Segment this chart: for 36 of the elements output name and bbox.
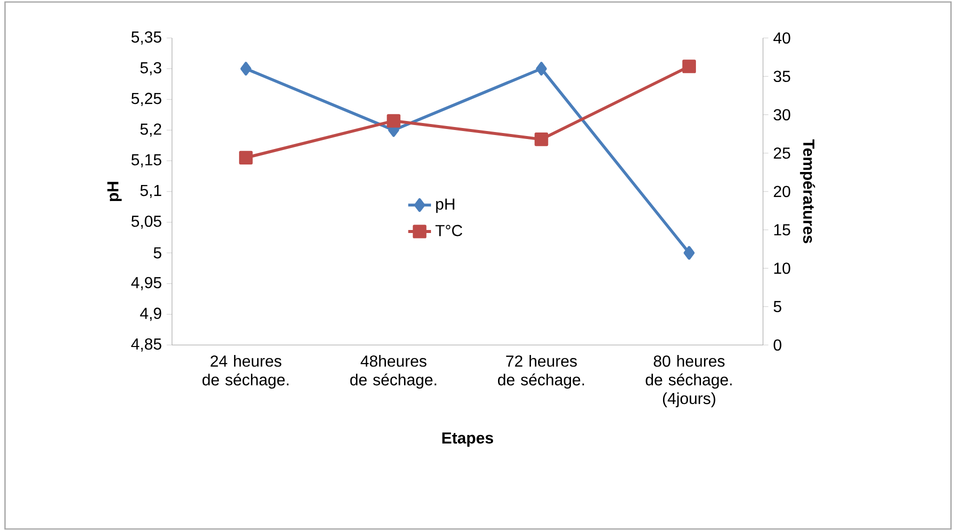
- x-tick-label: 48heures de séchage.: [350, 355, 436, 389]
- x-tick-label: 24 heures de séchage.: [202, 355, 288, 389]
- y-tick-label: 4,95: [131, 276, 162, 290]
- point: [684, 246, 695, 260]
- y-tick-label: 5,35: [131, 31, 162, 45]
- y-tick-label: 5,25: [131, 92, 162, 106]
- x-tick-label: 72 heures de séchage.: [498, 355, 584, 389]
- y-tick-label: 4,9: [140, 308, 162, 321]
- point: [240, 62, 252, 76]
- y-tick-label: 5,3: [140, 62, 162, 76]
- y2-tick-label: 25: [774, 147, 790, 159]
- point: [682, 60, 696, 74]
- x-axis-title: Etapes: [442, 432, 494, 447]
- y-tick-label: 5,2: [140, 123, 162, 137]
- point: [534, 132, 548, 146]
- y-tick-label: 5: [154, 247, 162, 258]
- y2-tick-label: 20: [774, 186, 790, 198]
- y-tick-label: 5,1: [140, 184, 162, 198]
- legend-label: T°C: [435, 224, 462, 236]
- point: [239, 150, 253, 165]
- x-tick-label: 80 heures de séchage. (4jours): [646, 355, 732, 408]
- y2-tick-label: 15: [774, 224, 790, 236]
- y2-tick-label: 10: [774, 262, 790, 274]
- point: [536, 62, 547, 76]
- y2-tick-label: 5: [774, 301, 782, 312]
- y2-axis-title: Températures: [800, 139, 816, 244]
- y2-tick-label: 30: [774, 109, 790, 120]
- y-tick-label: 5,15: [131, 154, 162, 168]
- y2-tick-label: 40: [773, 32, 790, 44]
- y-axis-title: pH: [107, 182, 122, 202]
- y-tick-label: 5,05: [131, 216, 162, 229]
- y-tick-label: 4,85: [131, 338, 162, 352]
- point: [386, 114, 400, 128]
- legend-label: pH: [436, 198, 454, 213]
- y2-tick-label: 35: [774, 70, 790, 82]
- y2-tick-label: 0: [774, 339, 782, 351]
